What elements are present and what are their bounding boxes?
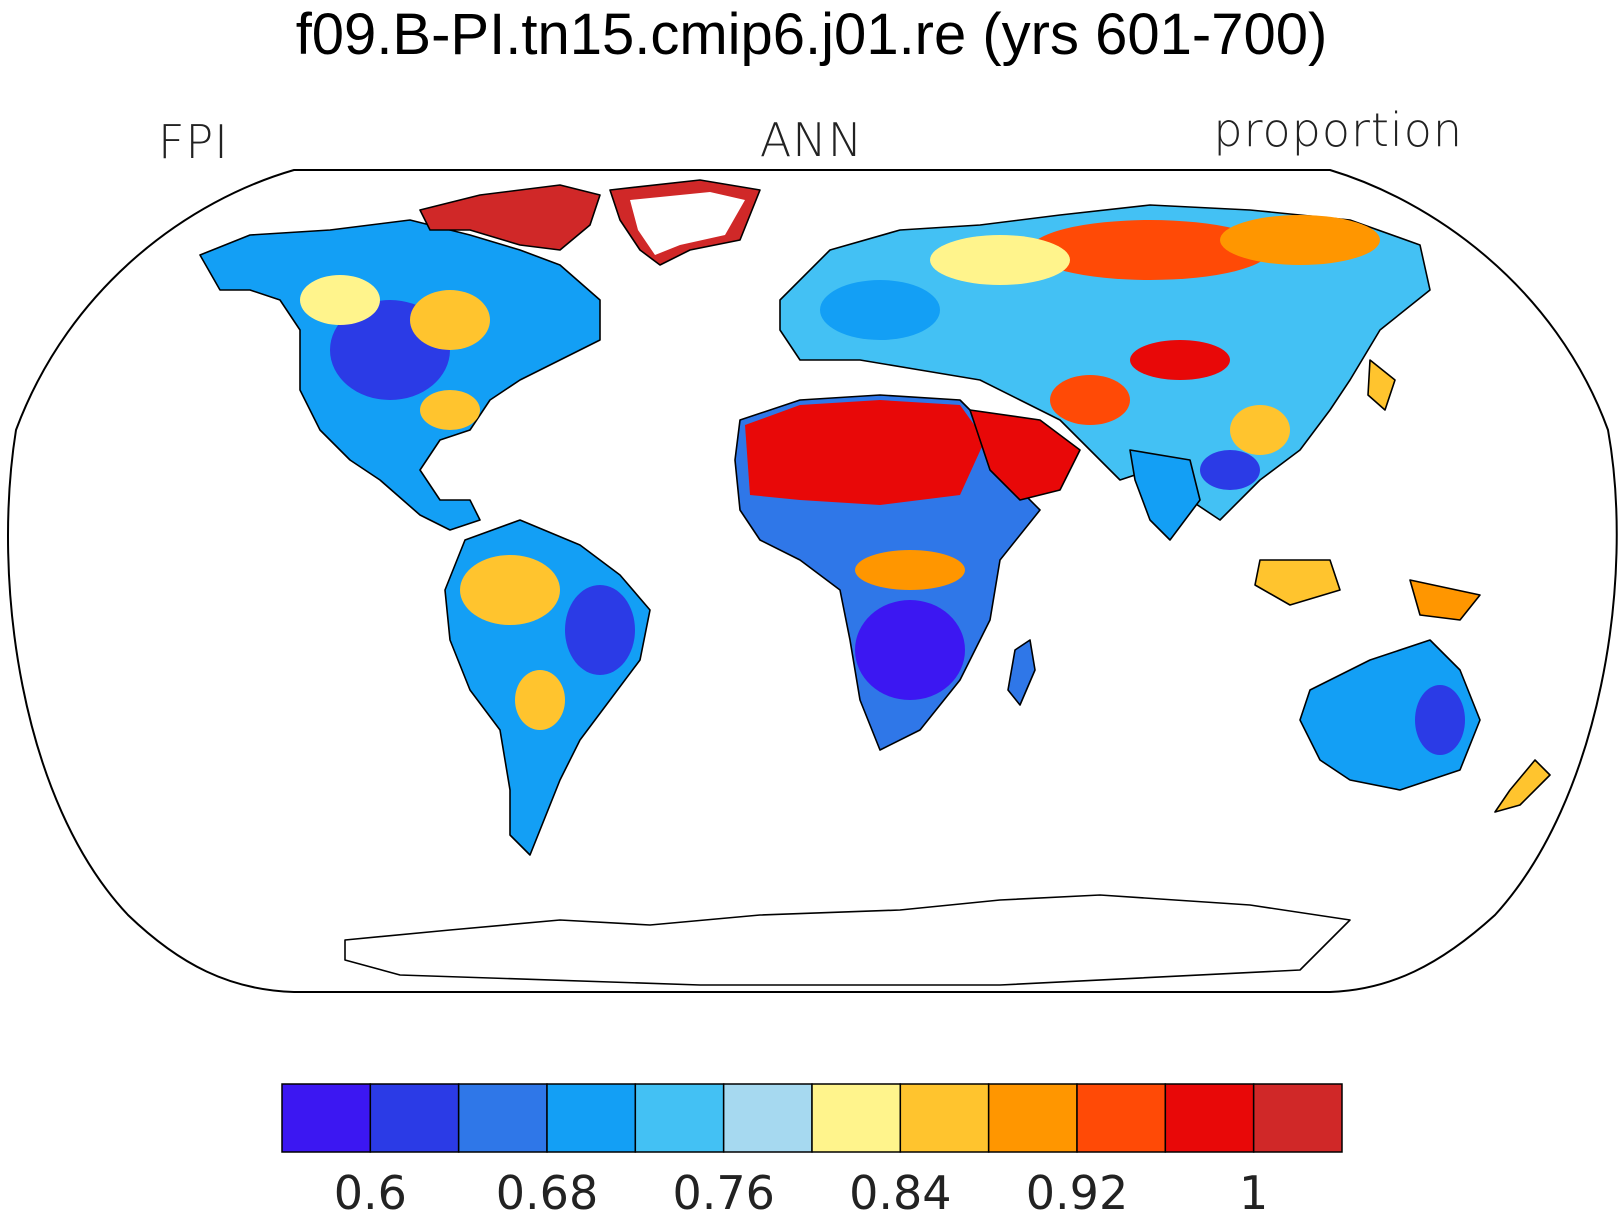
colorbar-swatch — [457, 1083, 548, 1153]
colorbar-swatch — [634, 1083, 725, 1153]
north-america-region — [410, 290, 490, 350]
africa-region — [855, 600, 965, 700]
variable-label: FPI — [158, 115, 229, 169]
colorbar-swatch — [1164, 1083, 1255, 1153]
new-guinea-land — [1409, 579, 1481, 621]
colorbar-swatch — [281, 1083, 372, 1153]
colorbar-tick-label: 1 — [1239, 1166, 1269, 1220]
colorbar-tick-label: 0.84 — [849, 1166, 952, 1220]
antarctica-land — [344, 894, 1351, 986]
eurasia-region — [820, 280, 940, 340]
japan-land — [1367, 359, 1396, 411]
colorbar-tick-label: 0.76 — [672, 1166, 775, 1220]
map-title: f09.B-PI.tn15.cmip6.j01.re (yrs 601-700) — [295, 2, 1328, 67]
sahara-region — [745, 400, 985, 505]
colorbar-tick-label: 0.92 — [1025, 1166, 1129, 1220]
colorbar-swatch — [899, 1083, 990, 1153]
colorbar-swatch — [369, 1083, 460, 1153]
new-zealand-land — [1494, 759, 1551, 813]
colorbar-swatch — [546, 1083, 637, 1153]
colorbar-swatch — [987, 1083, 1078, 1153]
arabia-land — [969, 409, 1081, 501]
greenland-ice — [630, 192, 745, 255]
colorbar-swatch — [1076, 1083, 1167, 1153]
south-america-region — [515, 670, 565, 730]
india-land — [1129, 449, 1201, 541]
south-america-region — [565, 585, 635, 675]
africa-region — [855, 550, 965, 590]
north-america-region — [420, 390, 480, 430]
madagascar-land — [1007, 639, 1036, 706]
indonesia-land — [1254, 559, 1341, 606]
colorbar-swatch — [811, 1083, 902, 1153]
colorbar-tick-label: 0.68 — [495, 1166, 599, 1220]
australia-region — [1415, 685, 1465, 755]
units-label: proportion — [1213, 103, 1463, 157]
eurasia-region — [1130, 340, 1230, 380]
eurasia-region — [930, 235, 1070, 285]
colorbar-swatch — [722, 1083, 813, 1153]
arctic-islands-land — [419, 184, 601, 251]
colorbar-swatch — [1252, 1083, 1343, 1153]
eurasia-region — [1050, 375, 1130, 425]
eurasia-region — [1200, 450, 1260, 490]
north-america-region — [300, 275, 380, 325]
colorbar-tick-label: 0.6 — [333, 1166, 407, 1220]
siberia-region — [1220, 215, 1380, 265]
south-america-region — [460, 555, 560, 625]
season-label: ANN — [759, 113, 864, 167]
siberia-region — [1030, 220, 1270, 280]
eurasia-region — [1230, 405, 1290, 455]
